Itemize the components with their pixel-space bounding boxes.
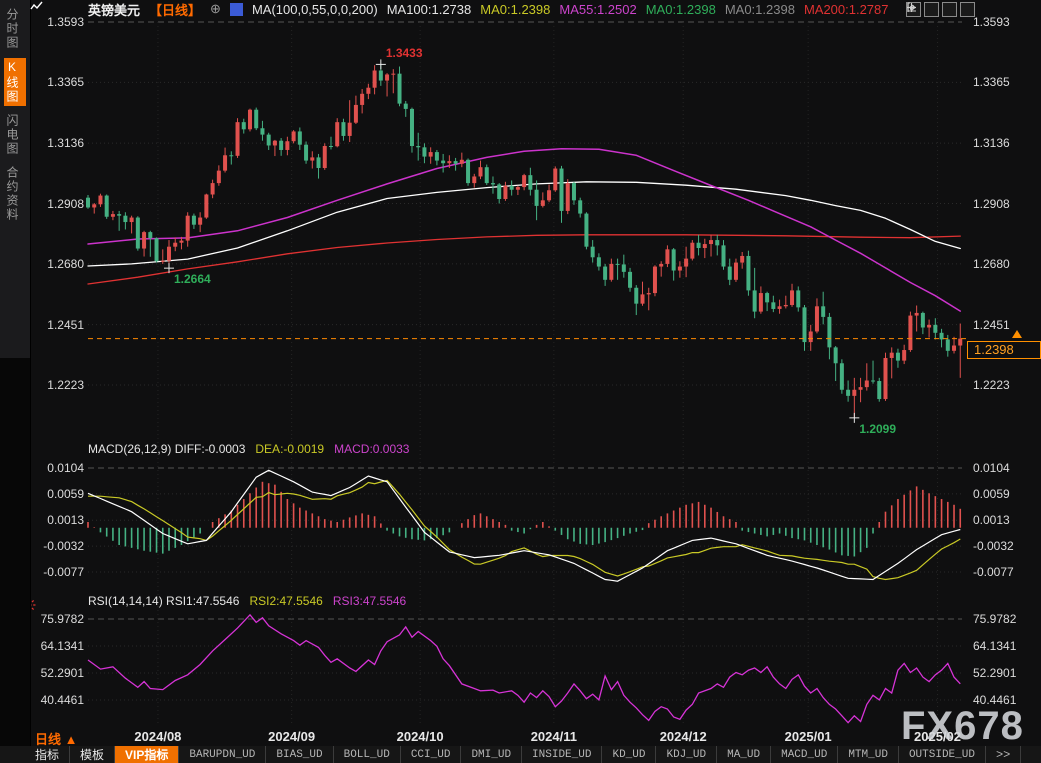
macd-axis-label-right: -0.0032 [973, 539, 1014, 554]
macd-axis-label-left: -0.0077 [43, 565, 84, 579]
zoom-x-axis-icon[interactable] [907, 2, 957, 17]
price-axis-label-left: 1.2680 [47, 256, 84, 271]
left-sidebar: 分时图 K线图闪电图合约资料 [0, 0, 31, 763]
sidebar-tab-item[interactable]: 闪电图 [5, 114, 19, 156]
indicator-tab--[interactable]: >> [986, 746, 1022, 763]
macd-header-label: MACD(26,12,9) DIFF:-0.0003 [88, 442, 246, 456]
rsi-axis-label-right: 64.1341 [973, 639, 1017, 653]
macd-axis-label-left: 0.0104 [47, 461, 84, 475]
macd-axis-label-left: 0.0059 [47, 486, 84, 501]
period-arrow-icon: ▲ [64, 732, 78, 747]
sidebar-tab-kline-active[interactable]: K线图 [4, 58, 26, 106]
price-axis-label-left: 1.3365 [47, 75, 84, 90]
price-axis-label-left: 1.2223 [47, 378, 84, 392]
macd-axis-label-right: 0.0104 [973, 461, 1010, 475]
extreme-price-annotation: 1.2664 [173, 272, 211, 287]
indicator-tab-boll-ud[interactable]: BOLL_UD [334, 746, 401, 763]
rsi-axis-label-left: 40.4461 [40, 693, 84, 707]
indicator-tab-bias-ud[interactable]: BIAS_UD [266, 746, 334, 763]
ma-value-label: MA0:1.2398 [645, 1, 716, 17]
price-axis-label-right: 1.2680 [973, 256, 1010, 271]
price-axis-label-left: 1.3593 [47, 15, 84, 29]
indicator-tab-outside-ud[interactable]: OUTSIDE_UD [899, 746, 986, 763]
rsi-axis-label-left: 64.1341 [40, 639, 84, 653]
macd-header: MACD(26,12,9) DIFF:-0.0003 DEA:-0.0019 MAC… [88, 442, 409, 456]
macd-header-label: MACD:0.0033 [334, 442, 410, 456]
price-axis-label-right: 1.3593 [973, 15, 1010, 29]
price-axis-label-right: 1.3136 [973, 136, 1010, 151]
indicator-tab-kdj-ud[interactable]: KDJ_UD [656, 746, 718, 763]
price-axis-label-left: 1.2451 [47, 317, 84, 332]
macd-axis-label-right: 0.0013 [973, 513, 1010, 528]
macd-header-label: DEA:-0.0019 [255, 442, 325, 456]
ma-value-label: MA200:1.2787 [803, 1, 889, 17]
x-axis-date-label: 2024/11 [530, 729, 577, 744]
price-axis-label-right: 1.3365 [973, 75, 1010, 90]
x-axis-date-label: 2025/01 [784, 729, 832, 744]
shift-right-icon[interactable] [907, 2, 975, 17]
x-axis-date-label: 2024/08 [134, 729, 182, 744]
period-text: 日线 [35, 732, 62, 747]
current-price-label: 1.2398 [967, 341, 1041, 359]
rsi-axis-label-right: 40.4461 [973, 693, 1017, 707]
period-selector[interactable]: 日线 ▲ [35, 729, 78, 748]
ma-value-label: MA100:1.2738 [386, 1, 472, 17]
price-axis-label-right: 1.2223 [973, 378, 1010, 392]
chart-header-bar: 英镑美元 【日线】 ⊕ MA(100,0,55,0,0,200) MA100:1.… [30, 0, 1041, 18]
ma-values-readout: MA(100,0,55,0,0,200) MA100:1.2738 MA0:1.23… [252, 2, 889, 17]
ma-value-label: MA0:1.2398 [480, 1, 551, 17]
ma-value-label: MA(100,0,55,0,0,200) [251, 1, 378, 17]
ma-value-label: MA0:1.2398 [724, 1, 795, 17]
period-tag[interactable]: 【日线】 [149, 2, 202, 18]
fx678-watermark: FX678 [901, 704, 1024, 748]
indicator-tab-barupdn-ud[interactable]: BARUPDN_UD [179, 746, 267, 763]
rsi-header-label: RSI2:47.5546 [249, 594, 323, 608]
indicator-tab--[interactable]: 指标 [25, 746, 71, 763]
x-axis-date-label: 2024/09 [268, 729, 316, 744]
sidebar-tab-item[interactable]: 合约资料 [5, 166, 19, 222]
rsi-header-label: RSI(14,14,14) RSI1:47.5546 [88, 594, 240, 608]
rsi-axis-label-left: 52.2901 [40, 666, 84, 680]
circled-plus-icon[interactable]: ⊕ [210, 1, 221, 16]
rsi-header-label: RSI3:47.5546 [332, 594, 407, 608]
x-axis-date-label: 2024/10 [396, 729, 444, 744]
indicator-tab-kd-ud[interactable]: KD_UD [602, 746, 657, 763]
extreme-price-annotation: 1.2099 [859, 421, 897, 436]
mini-chart-icon[interactable] [30, 1, 243, 16]
price-axis-label-right: 1.2908 [973, 196, 1010, 211]
indicator-tab-vip-[interactable]: VIP指标 [115, 746, 180, 763]
rsi-axis-label-right: 52.2901 [973, 666, 1017, 680]
rsi-axis-label-left: 75.9782 [40, 612, 84, 626]
indicator-tab-ma-ud[interactable]: MA_UD [717, 746, 772, 763]
price-up-arrow-icon [1012, 330, 1022, 338]
rsi-header: RSI(14,14,14) RSI1:47.5546 RSI2:47.5546 RS… [88, 594, 406, 608]
extreme-price-annotation: 1.3433 [385, 46, 423, 61]
x-axis-date-label: 2024/12 [659, 729, 707, 744]
indicator-tab--[interactable]: 模板 [70, 746, 116, 763]
x-axis-date-label: 2025/02 [914, 729, 962, 744]
chart-toolbar [906, 2, 975, 17]
indicator-tab-macd-ud[interactable]: MACD_UD [771, 746, 839, 763]
zoom-y-axis-icon[interactable] [907, 2, 939, 17]
sidebar-lower-panel [0, 358, 30, 763]
indicator-tab-mtm-ud[interactable]: MTM_UD [838, 746, 899, 763]
macd-axis-label-right: 0.0059 [973, 486, 1010, 501]
sidebar-tab-item[interactable]: 分时图 [5, 8, 19, 50]
indicator-tab-dmi-ud[interactable]: DMI_UD [461, 746, 523, 763]
price-axis-label-right: 1.2451 [973, 317, 1010, 332]
indicator-tab-inside-ud[interactable]: INSIDE_UD [522, 746, 603, 763]
price-axis-label-left: 1.2908 [47, 196, 84, 211]
macd-axis-label-left: -0.0032 [43, 539, 84, 554]
rsi-axis-label-right: 75.9782 [973, 612, 1017, 626]
macd-axis-label-right: -0.0077 [973, 565, 1014, 579]
indicator-tab-cci-ud[interactable]: CCI_UD [401, 746, 462, 763]
indicator-tab-bar: 指标 模板 VIP指标 BARUPDN_UD BIAS_UD BOLL_UD CCI_UD D… [0, 746, 1041, 763]
symbol-title: 英镑美元 [88, 2, 141, 18]
ma-value-label: MA55:1.2502 [559, 1, 637, 17]
macd-axis-label-left: 0.0013 [47, 513, 84, 528]
price-axis-label-left: 1.3136 [47, 136, 84, 151]
